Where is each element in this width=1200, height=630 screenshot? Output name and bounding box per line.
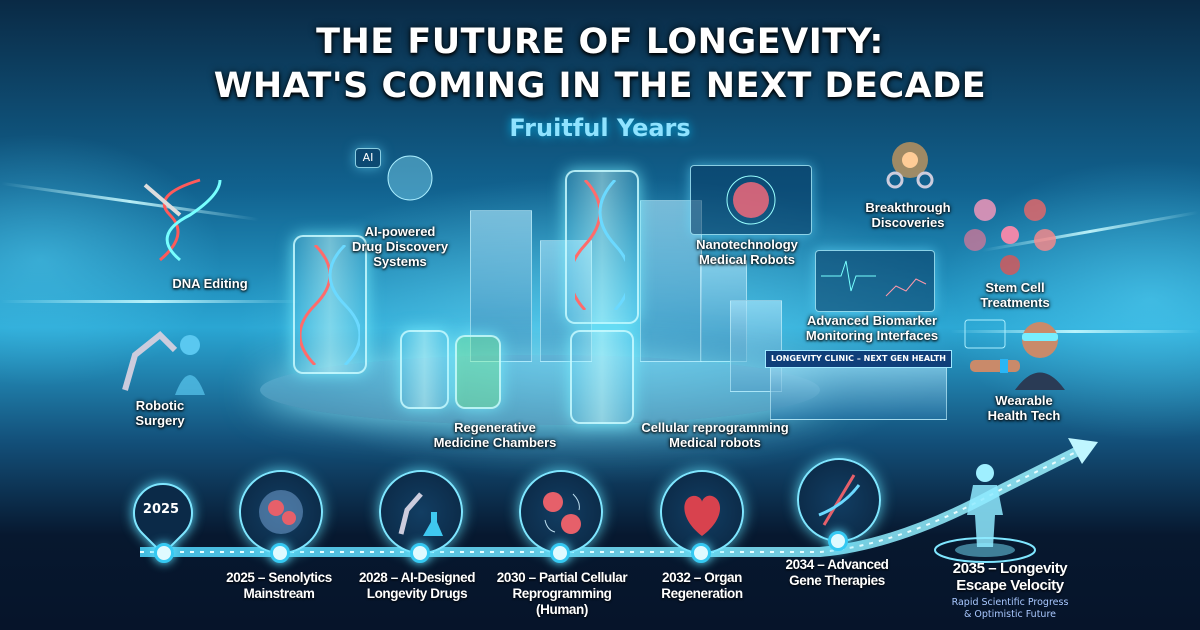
milestone-5-icon-circle <box>797 458 881 542</box>
label-dna-editing: DNA Editing <box>172 276 248 291</box>
final-milestone-label: 2035 – Longevity Escape Velocity <box>952 560 1068 594</box>
nanotech-panel <box>690 165 812 235</box>
label-wearable: Wearable Health Tech <box>987 393 1061 423</box>
timeline-start-year: 2025 <box>142 502 180 517</box>
milestone-3-label: 2030 – Partial Cellular Reprogramming (H… <box>496 570 628 617</box>
label-stem-cell: Stem Cell Treatments <box>980 280 1050 310</box>
dna-helix-icon <box>300 245 360 365</box>
milestone-4-dot <box>691 543 711 563</box>
label-breakthrough: Breakthrough Discoveries <box>865 200 951 230</box>
title-line-1: THE FUTURE OF LONGEVITY: <box>316 22 884 62</box>
milestone-4-label: 2032 – Organ Regeneration <box>661 570 743 601</box>
reprogramming-chamber <box>570 330 634 424</box>
clinic-sign: LONGEVITY CLINIC – NEXT GEN HEALTH <box>765 350 952 368</box>
milestone-1-label: 2025 – Senolytics Mainstream <box>226 570 332 601</box>
label-cellular: Cellular reprogramming Medical robots <box>641 420 789 450</box>
milestone-5-dot <box>828 531 848 551</box>
heartbeat-chart-icon <box>821 260 927 297</box>
milestone-2-icon-circle <box>379 470 463 554</box>
label-nanotech: Nanotechnology Medical Robots <box>696 237 798 267</box>
label-biomarker: Advanced Biomarker Monitoring Interfaces <box>805 313 939 343</box>
final-milestone-caption: Rapid Scientific Progress & Optimistic F… <box>951 597 1069 620</box>
milestone-3-dot <box>550 543 570 563</box>
dna-icon <box>818 474 861 526</box>
label-ai-drug-discovery: AI-powered Drug Discovery Systems <box>351 224 449 269</box>
nanorobot-cell-icon <box>726 175 776 225</box>
milestone-1-icon-circle <box>239 470 323 554</box>
heart-icon <box>684 495 721 536</box>
regenerative-chamber <box>400 330 449 409</box>
ai-brain-icon <box>387 155 433 201</box>
breakthrough-spark-icon <box>886 142 934 189</box>
ai-badge: AI <box>355 148 381 168</box>
robot-arm-flask-icon <box>398 492 443 536</box>
dna-helix-icon <box>575 180 625 310</box>
stem-cell-icon <box>964 199 1056 275</box>
milestone-2-label: 2028 – AI-Designed Longevity Drugs <box>358 570 476 601</box>
milestone-1-dot <box>270 543 290 563</box>
dna-editing-icon <box>143 178 222 262</box>
timeline-start-dot <box>154 543 174 563</box>
biomarker-panel <box>815 250 935 312</box>
longevity-clinic <box>770 360 947 420</box>
human-hologram-icon <box>934 464 1036 563</box>
regenerative-chamber <box>455 335 501 409</box>
title-line-2: WHAT'S COMING IN THE NEXT DECADE <box>213 66 987 106</box>
cell-cycle-icon <box>543 492 581 534</box>
robotic-surgery-icon <box>122 330 205 395</box>
light-streak <box>0 300 300 303</box>
senescent-cell-icon <box>259 490 303 534</box>
subtitle: Fruitful Years <box>509 114 691 142</box>
wearable-user-icon <box>964 319 1065 390</box>
milestone-2-dot <box>410 543 430 563</box>
label-regenerative: Regenerative Medicine Chambers <box>433 420 557 450</box>
light-streak <box>950 330 1200 333</box>
milestone-5-label: 2034 – Advanced Gene Therapies <box>785 557 889 588</box>
milestone-4-icon-circle <box>660 470 744 554</box>
label-robotic-surgery: Robotic Surgery <box>135 398 185 428</box>
milestone-3-icon-circle <box>519 470 603 554</box>
